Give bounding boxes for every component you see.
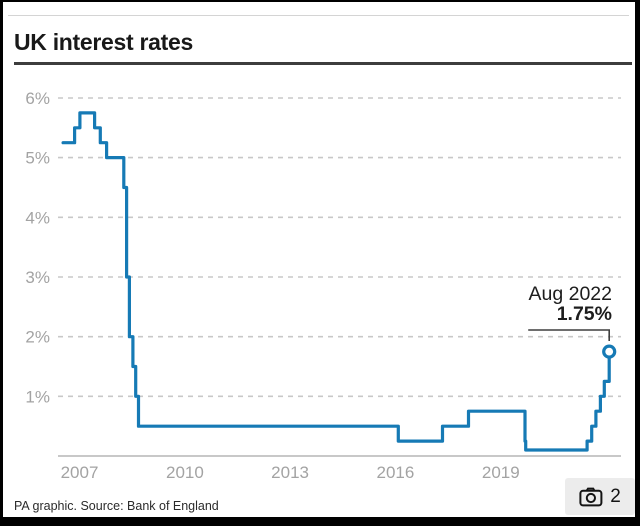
x-tick-label: 2010 — [166, 463, 204, 482]
x-tick-label: 2013 — [271, 463, 309, 482]
graphic-page: UK interest rates 1% 2% 3% 4% 5% 6% 2007 2010 20… — [3, 2, 635, 517]
title-underline — [14, 62, 632, 65]
gallery-button[interactable]: 2 — [565, 478, 635, 515]
x-tick-label: 2019 — [482, 463, 520, 482]
x-tick-labels: 2007 2010 2013 2016 2019 — [61, 463, 520, 482]
y-tick-label: 1% — [25, 387, 50, 406]
page-title: UK interest rates — [14, 29, 193, 55]
interest-rate-chart: 1% 2% 3% 4% 5% 6% 2007 2010 2013 2016 2019 — [25, 89, 621, 482]
y-tick-label: 5% — [25, 149, 50, 168]
source-attribution: PA graphic. Source: Bank of England — [14, 499, 219, 513]
camera-icon — [579, 487, 603, 507]
gallery-count: 2 — [610, 485, 621, 507]
gridlines: 1% 2% 3% 4% 5% 6% — [25, 89, 621, 406]
endpoint-annotation: Aug 2022 1.75% — [528, 283, 613, 325]
annotation-date: Aug 2022 — [528, 283, 613, 305]
x-tick-label: 2007 — [61, 463, 99, 482]
annotation-pointer — [528, 329, 611, 341]
x-tick-label: 2016 — [376, 463, 414, 482]
y-tick-label: 6% — [25, 89, 50, 108]
y-tick-label: 2% — [25, 328, 50, 347]
top-divider — [8, 15, 629, 16]
rate-line — [61, 111, 611, 452]
annotation-value: 1.75% — [556, 303, 612, 325]
y-tick-label: 3% — [25, 268, 50, 287]
endpoint-marker — [602, 344, 617, 359]
y-tick-label: 4% — [25, 208, 50, 227]
